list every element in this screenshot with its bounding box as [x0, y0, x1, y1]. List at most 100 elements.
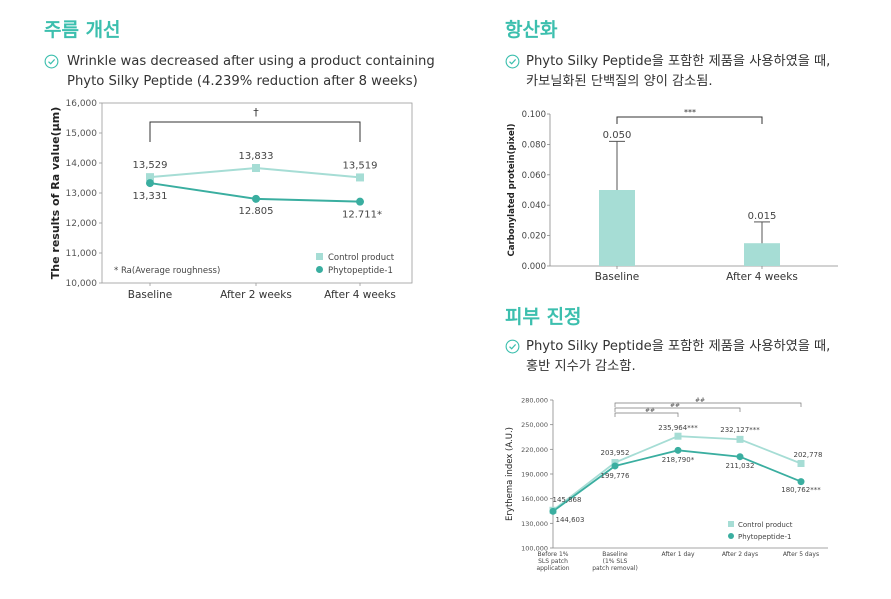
significance-bracket: [614, 407, 741, 412]
significance-mark: ##: [670, 402, 680, 409]
significance-mark: ***: [684, 108, 696, 117]
soothing-title: 피부 진정: [505, 306, 582, 328]
x-tick-label: After 1 day: [661, 551, 695, 558]
wrinkle-title: 주름 개선: [44, 19, 121, 41]
significance-mark: †: [253, 106, 259, 119]
y-tick-label: 0.020: [522, 232, 546, 242]
check-circle-icon: [505, 339, 520, 354]
data-label: 12.805: [239, 206, 274, 217]
y-axis-label: Carbonylated protein(pixel): [507, 123, 517, 256]
data-point: [252, 164, 260, 173]
x-tick-label: Before 1%: [537, 551, 568, 558]
data-point: [146, 173, 154, 182]
data-point: [736, 453, 744, 461]
x-tick-label: After 4 weeks: [726, 271, 798, 283]
data-point: [611, 462, 619, 470]
y-tick-label: 280,000: [521, 397, 548, 405]
data-point: [252, 194, 260, 203]
data-label: 13,519: [343, 160, 378, 171]
bar: [599, 190, 635, 266]
y-tick-label: 160,000: [521, 495, 548, 503]
x-tick-label: (1% SLS: [603, 558, 628, 565]
data-point: [356, 173, 364, 182]
x-tick-label: Baseline: [602, 551, 628, 558]
antioxidant-description: Phyto Silky Peptide을 포함한 제품을 사용하였을 때, 카보…: [526, 52, 830, 92]
y-tick-label: 100,000: [521, 545, 548, 553]
data-point: [797, 478, 805, 486]
antioxidant-title: 항산화: [505, 19, 558, 41]
data-point: [736, 435, 744, 443]
legend-label: Phytopeptide-1: [738, 533, 791, 541]
significance-bracket: [614, 402, 802, 407]
y-tick-label: 220,000: [521, 446, 548, 454]
x-tick-label: SLS patch: [538, 558, 568, 565]
y-tick-label: 0.000: [522, 262, 546, 272]
legend-label: Control product: [738, 521, 793, 529]
y-axis-label: Erythema index (A.U.): [505, 427, 515, 521]
data-label: 211,032: [726, 462, 755, 470]
data-label: 0.015: [748, 211, 777, 222]
legend-swatch: [316, 266, 323, 273]
y-tick-label: 15,000: [66, 129, 98, 139]
significance-mark: ##: [695, 397, 705, 404]
check-circle-icon: [44, 54, 59, 69]
data-point: [674, 446, 682, 454]
legend-swatch: [728, 533, 734, 539]
antioxidant-desc-line-2: 카보닐화된 단백질의 양이 감소됨.: [526, 74, 713, 89]
wrinkle-desc-line-2: Phyto Silky Peptide (4.239% reduction af…: [67, 74, 418, 89]
data-label: 0.050: [603, 130, 632, 141]
check-circle-icon: [505, 54, 520, 69]
data-label: 235,964***: [658, 424, 698, 432]
data-point: [674, 432, 682, 440]
data-point: [797, 459, 805, 467]
y-tick-label: 190,000: [521, 471, 548, 479]
y-tick-label: 14,000: [66, 159, 98, 169]
x-tick-label: After 4 weeks: [324, 289, 396, 301]
soothing-desc-line-1: Phyto Silky Peptide을 포함한 제품을 사용하였을 때,: [526, 339, 831, 354]
soothing-description: Phyto Silky Peptide을 포함한 제품을 사용하였을 때, 홍반…: [526, 337, 830, 377]
data-label: 199,776: [601, 472, 630, 480]
legend-swatch: [316, 253, 323, 260]
significance-mark: ##: [645, 407, 655, 414]
soothing-desc-line-2: 홍반 지수가 감소함.: [526, 359, 636, 374]
y-tick-label: 130,000: [521, 520, 548, 528]
x-tick-label: patch removal): [592, 565, 638, 572]
y-tick-label: 13,000: [66, 189, 98, 199]
data-label: 144,603: [556, 516, 585, 524]
x-tick-label: Baseline: [595, 271, 640, 283]
data-point: [146, 179, 154, 188]
wrinkle-description: Wrinkle was decreased after using a prod…: [67, 52, 435, 92]
data-label: 13,833: [239, 151, 274, 162]
y-tick-label: 11,000: [66, 249, 98, 259]
footnote: * Ra(Average roughness): [114, 266, 220, 276]
y-axis-label: The results of Ra value(μm): [49, 107, 62, 279]
wrinkle-desc-line-1: Wrinkle was decreased after using a prod…: [67, 54, 435, 69]
x-tick-label: After 2 weeks: [220, 289, 292, 301]
antioxidant-desc-line-1: Phyto Silky Peptide을 포함한 제품을 사용하였을 때,: [526, 54, 831, 69]
x-tick-label: After 2 days: [722, 551, 758, 558]
data-label: 13,331: [133, 191, 168, 202]
data-label: 203,952: [601, 449, 630, 457]
y-tick-label: 0.080: [522, 140, 546, 150]
y-tick-label: 0.060: [522, 171, 546, 181]
x-tick-label: application: [536, 565, 569, 572]
data-point: [549, 507, 557, 515]
y-tick-label: 10,000: [66, 279, 98, 289]
x-tick-label: After 5 days: [783, 551, 819, 558]
y-tick-label: 250,000: [521, 421, 548, 429]
significance-bracket: [614, 412, 679, 417]
data-label: 232,127***: [720, 426, 760, 434]
data-point: [356, 197, 364, 206]
legend-swatch: [728, 521, 734, 527]
data-label: 13,529: [133, 160, 168, 171]
data-label: 12.711*: [342, 210, 382, 221]
x-tick-label: Baseline: [128, 289, 173, 301]
bar: [744, 243, 780, 266]
significance-bracket: [149, 121, 361, 142]
data-label: 202,778: [794, 451, 823, 459]
significance-bracket: [616, 116, 763, 124]
legend-label: Control product: [328, 253, 395, 263]
data-label: 145,868: [553, 496, 582, 504]
